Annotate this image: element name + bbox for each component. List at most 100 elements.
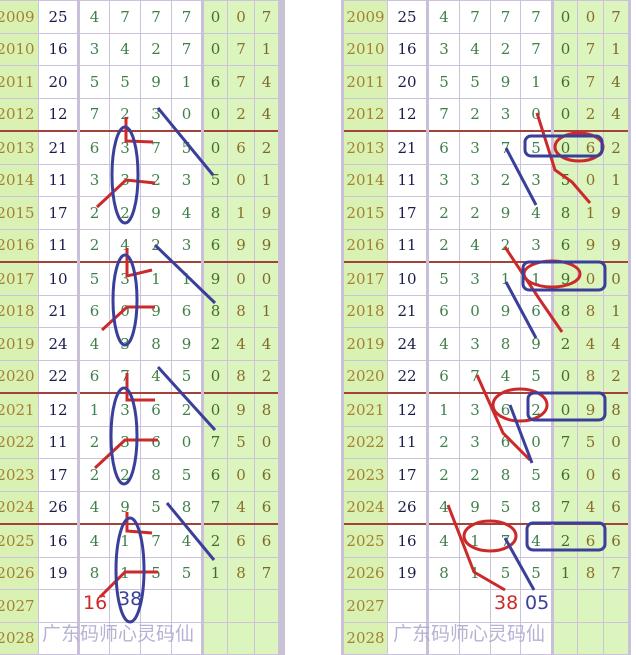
table-row: 2019 24 4 3 8 9 2 4 4 (0, 327, 282, 361)
digit-cell: 1 (109, 523, 141, 558)
year-cell: 2014 (342, 163, 388, 197)
tail-cell (254, 589, 282, 623)
sum-cell (38, 589, 79, 623)
year-cell: 2018 (342, 294, 388, 328)
tail-cell: 1 (577, 196, 604, 230)
digit-cell: 7 (109, 0, 141, 34)
year-cell: 2017 (0, 261, 39, 296)
table-row: 2027 (342, 589, 630, 623)
sum-cell (387, 589, 428, 623)
year-cell: 2028 (0, 621, 39, 655)
tail-cell: 1 (603, 32, 630, 66)
digit-cell: 2 (459, 458, 491, 492)
tail-cell (603, 589, 630, 623)
table-row: 2013 21 6 3 7 5 0 6 2 (0, 130, 282, 165)
year-cell: 2023 (342, 458, 388, 492)
right-red-prediction: 38 (494, 592, 519, 614)
table-row: 2017 10 5 3 1 1 9 0 0 (0, 261, 282, 296)
table-row: 2024 26 4 9 5 8 7 4 6 (0, 490, 282, 525)
year-cell: 2019 (342, 327, 388, 361)
tail-cell: 5 (577, 425, 604, 459)
year-cell: 2015 (0, 196, 39, 230)
digit-cell: 5 (77, 65, 110, 99)
digit-cell: 2 (77, 425, 110, 459)
year-cell: 2019 (0, 327, 39, 361)
left-red-prediction: 16 (83, 592, 108, 614)
table-row: 2024 26 4 9 5 8 7 4 6 (342, 490, 630, 525)
digit-cell: 0 (171, 97, 203, 132)
tail-cell (551, 589, 578, 623)
tail-cell (577, 621, 604, 655)
digit-cell: 2 (490, 228, 521, 263)
tail-cell: 0 (227, 0, 255, 34)
digit-cell: 6 (490, 425, 521, 459)
tail-cell: 2 (551, 523, 578, 558)
year-cell: 2020 (0, 359, 39, 394)
digit-cell: 5 (171, 458, 203, 492)
tail-cell: 0 (227, 458, 255, 492)
tail-cell: 6 (254, 490, 282, 525)
tail-cell: 7 (227, 32, 255, 66)
digit-cell: 1 (490, 261, 521, 296)
digit-cell: 6 (426, 130, 460, 165)
sum-cell: 16 (38, 523, 79, 558)
digit-cell: 1 (109, 556, 141, 590)
digit-cell: 4 (520, 523, 553, 558)
table-row: 2023 17 2 2 8 5 6 0 6 (342, 458, 630, 492)
sum-cell: 21 (387, 130, 428, 165)
tail-cell: 8 (551, 294, 578, 328)
digit-cell: 3 (459, 425, 491, 459)
digit-cell: 4 (426, 523, 460, 558)
tail-cell: 5 (551, 163, 578, 197)
table-row: 2013 21 6 3 7 5 0 6 2 (342, 130, 630, 165)
year-cell: 2012 (0, 97, 39, 132)
digit-cell (426, 589, 460, 623)
digit-cell: 8 (140, 327, 172, 361)
table-row: 2025 16 4 1 7 4 2 6 6 (342, 523, 630, 558)
digit-cell (171, 621, 203, 655)
right-history-table: 2009 25 4 7 7 7 0 0 7 2010 16 3 4 2 7 0 7 1 2011 20 5 5 9 1 6 7 4 2… (341, 0, 631, 655)
tail-cell: 7 (577, 32, 604, 66)
sum-cell: 16 (387, 32, 428, 66)
sum-cell: 11 (387, 163, 428, 197)
tail-cell: 1 (551, 556, 578, 590)
tail-cell: 6 (603, 458, 630, 492)
digit-cell: 5 (520, 458, 553, 492)
table-row: 2018 21 6 0 9 6 8 8 1 (342, 294, 630, 328)
digit-cell: 2 (140, 228, 172, 263)
tail-cell: 8 (254, 392, 282, 427)
digit-cell: 0 (520, 97, 553, 132)
sum-cell: 20 (38, 65, 79, 99)
tail-cell: 8 (201, 196, 228, 230)
table-row: 2009 25 4 7 7 7 0 0 7 (0, 0, 282, 34)
digit-cell: 3 (459, 392, 491, 427)
tail-cell: 6 (227, 130, 255, 165)
digit-cell: 4 (459, 228, 491, 263)
sum-cell: 17 (38, 458, 79, 492)
digit-cell: 3 (426, 32, 460, 66)
year-cell: 2018 (0, 294, 39, 328)
digit-cell: 2 (459, 196, 491, 230)
tail-cell: 1 (603, 163, 630, 197)
digit-cell: 7 (520, 32, 553, 66)
tail-cell: 8 (201, 294, 228, 328)
table-row: 2020 22 6 7 4 5 0 8 2 (342, 359, 630, 394)
digit-cell: 7 (171, 0, 203, 34)
year-cell: 2024 (0, 490, 39, 525)
tail-cell: 2 (603, 130, 630, 165)
table-row: 2012 12 7 2 3 0 0 2 4 (0, 97, 282, 132)
digit-cell: 7 (520, 0, 553, 34)
digit-cell: 8 (77, 556, 110, 590)
tail-cell: 8 (227, 556, 255, 590)
tail-cell: 7 (603, 556, 630, 590)
sum-cell (387, 621, 428, 655)
year-cell: 2020 (342, 359, 388, 394)
tail-cell: 9 (227, 228, 255, 263)
sum-cell: 24 (387, 327, 428, 361)
tail-cell: 1 (254, 163, 282, 197)
tail-cell: 2 (227, 97, 255, 132)
digit-cell: 0 (171, 425, 203, 459)
tail-cell: 6 (577, 130, 604, 165)
digit-cell: 6 (520, 294, 553, 328)
tail-cell: 0 (551, 0, 578, 34)
